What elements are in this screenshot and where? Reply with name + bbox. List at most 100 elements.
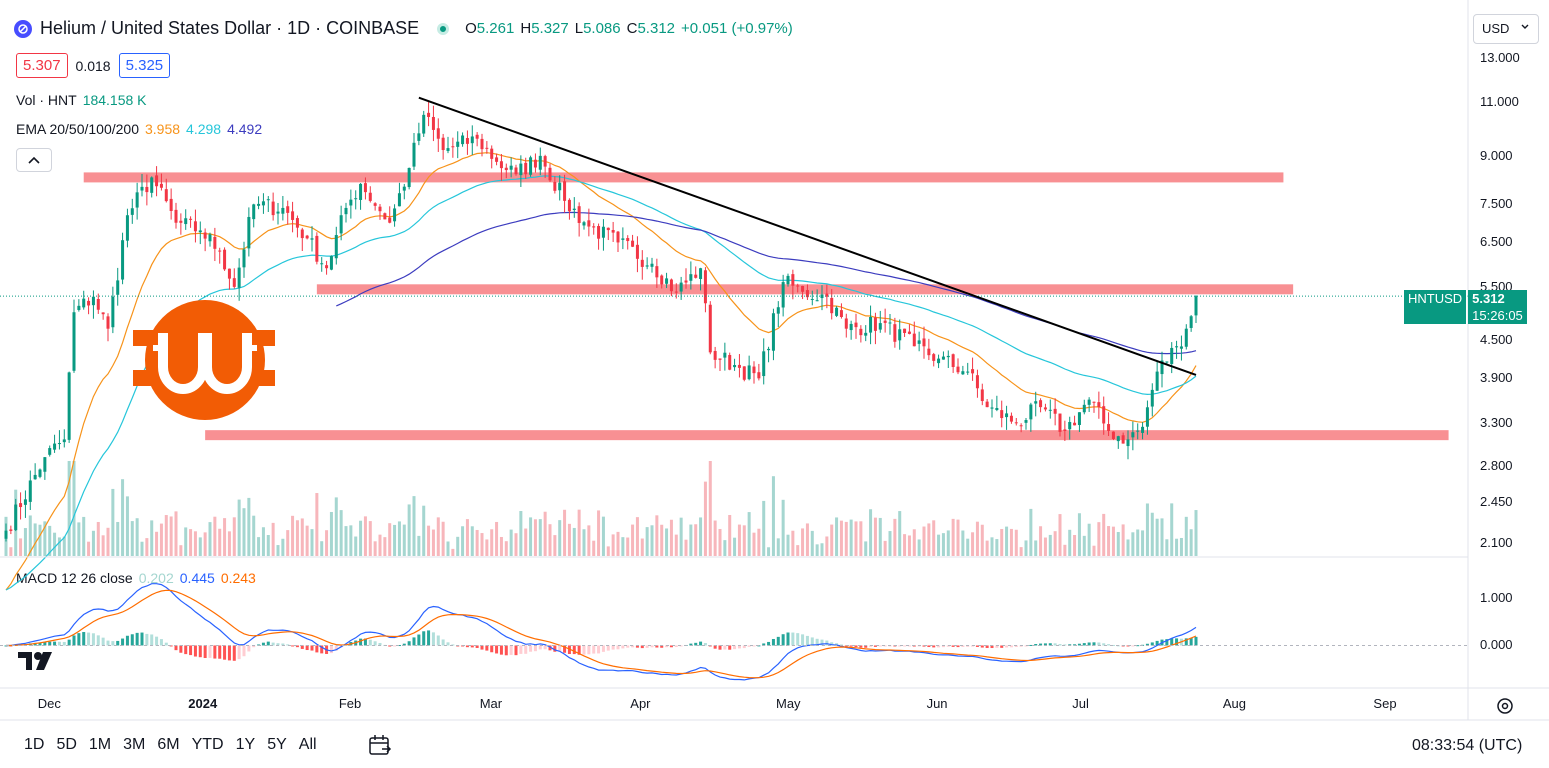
clock[interactable]: 08:33:54 (UTC): [1412, 737, 1523, 754]
volume-bar: [1043, 537, 1047, 556]
date-range-icon[interactable]: [368, 734, 392, 761]
volume-bar: [1048, 534, 1052, 556]
timeframe-button-5y[interactable]: 5Y: [267, 736, 287, 753]
market-status-icon[interactable]: [437, 22, 450, 35]
candle: [912, 321, 916, 347]
macd-histogram-bar: [451, 644, 455, 646]
volume-bar: [873, 517, 877, 556]
candle: [261, 193, 265, 214]
candle: [291, 201, 295, 233]
candle: [140, 174, 144, 197]
volume-bar: [1102, 513, 1106, 556]
macd-histogram-bar: [320, 645, 324, 654]
macd-histogram-bar: [587, 645, 591, 655]
volume-bar: [237, 499, 241, 556]
macd-histogram-bar: [966, 645, 970, 647]
macd-histogram-bar: [125, 635, 129, 646]
ohlc-values: O5.261 H5.327 L5.086 C5.312 +0.051 (+0.9…: [465, 20, 793, 37]
timeframe-button-1y[interactable]: 1Y: [235, 736, 256, 753]
collapse-legend-button[interactable]: [16, 148, 52, 172]
macd-histogram-bar: [679, 645, 683, 647]
time-axis[interactable]: Dec 2024 Feb Mar Apr May Jun Jul Aug Sep: [0, 690, 1472, 718]
macd-histogram-bar: [689, 643, 693, 646]
candle: [378, 204, 382, 220]
volume-bar: [495, 521, 499, 556]
volume-bar: [247, 497, 251, 556]
volume-bar: [645, 527, 649, 556]
candle: [810, 290, 814, 306]
buy-price-button[interactable]: 5.325: [118, 53, 171, 78]
candle: [495, 153, 499, 166]
macd-histogram-bar: [77, 633, 81, 646]
macd-legend[interactable]: MACD 12 26 close 0.202 0.445 0.243: [16, 570, 256, 586]
macd-histogram-bar: [203, 645, 207, 659]
candle: [198, 221, 202, 245]
price-tick-label: 2.100: [1480, 535, 1513, 551]
macd-histogram-bar: [286, 644, 290, 646]
timeframe-button-5d[interactable]: 5D: [56, 736, 77, 753]
macd-axis[interactable]: 1.000 0.000: [1472, 0, 1549, 688]
volume-bar: [1034, 540, 1038, 556]
candle: [543, 154, 547, 179]
candle: [1131, 421, 1135, 451]
candle: [276, 202, 280, 225]
sell-price-button[interactable]: 5.307: [16, 53, 68, 78]
candle: [548, 163, 552, 183]
volume-bar: [567, 523, 571, 556]
macd-histogram-bar: [198, 645, 202, 658]
volume-bar: [1073, 534, 1077, 556]
volume-bar: [470, 526, 474, 556]
timeframe-button-1m[interactable]: 1M: [88, 736, 112, 753]
volume-bar: [155, 531, 159, 556]
macd-histogram-bar: [951, 645, 955, 647]
volume-bar: [650, 525, 654, 556]
candle: [48, 445, 52, 457]
volume-bar: [475, 529, 479, 556]
macd-histogram-bar: [1165, 639, 1169, 646]
volume-bar: [640, 538, 644, 556]
macd-histogram-bar: [499, 645, 503, 655]
time-tick-label: Mar: [479, 696, 503, 711]
volume-bar: [451, 548, 455, 556]
volume-bar: [1184, 516, 1188, 556]
timeframe-button-all[interactable]: All: [298, 736, 317, 753]
volume-bar: [898, 511, 902, 556]
chart-settings-icon[interactable]: [1495, 696, 1515, 721]
candle: [62, 429, 66, 448]
macd-histogram-bar: [33, 642, 37, 646]
volume-bar: [737, 524, 741, 556]
currency-select[interactable]: USD: [1473, 14, 1539, 44]
candle: [1043, 403, 1047, 412]
volume-bar: [23, 528, 27, 556]
timeframe-button-1d[interactable]: 1D: [24, 736, 45, 753]
timeframe-button-ytd[interactable]: YTD: [191, 736, 224, 753]
timeframe-button-6m[interactable]: 6M: [157, 736, 180, 753]
candle: [402, 183, 406, 200]
candle: [718, 358, 722, 371]
macd-histogram-bar: [223, 645, 227, 660]
last-price-value: 5.312: [1468, 290, 1527, 307]
candle: [456, 131, 460, 159]
macd-histogram-bar: [378, 642, 382, 646]
macd-histogram-bar: [781, 634, 785, 646]
ema-legend[interactable]: EMA 20/50/100/200 3.958 4.298 4.492: [16, 121, 263, 137]
candle: [635, 236, 639, 273]
macd-histogram-bar: [572, 645, 576, 655]
candle: [1029, 402, 1033, 432]
timeframe-button-3m[interactable]: 3M: [123, 736, 146, 753]
candle: [1019, 423, 1023, 433]
candle: [504, 163, 508, 179]
tradingview-logo-icon[interactable]: [18, 650, 58, 677]
volume-bar: [577, 509, 581, 556]
macd-histogram-bar: [519, 645, 523, 654]
candle: [354, 190, 358, 210]
candle: [1058, 413, 1062, 437]
candle: [771, 308, 775, 361]
volume-bar: [689, 524, 693, 556]
volume-legend[interactable]: Vol · HNT 184.158 K: [16, 92, 147, 108]
macd-histogram-bar: [1000, 645, 1004, 648]
volume-bar: [339, 510, 343, 556]
symbol-title[interactable]: Helium / United States Dollar · 1D · COI…: [40, 18, 420, 38]
volume-bar: [616, 531, 620, 556]
